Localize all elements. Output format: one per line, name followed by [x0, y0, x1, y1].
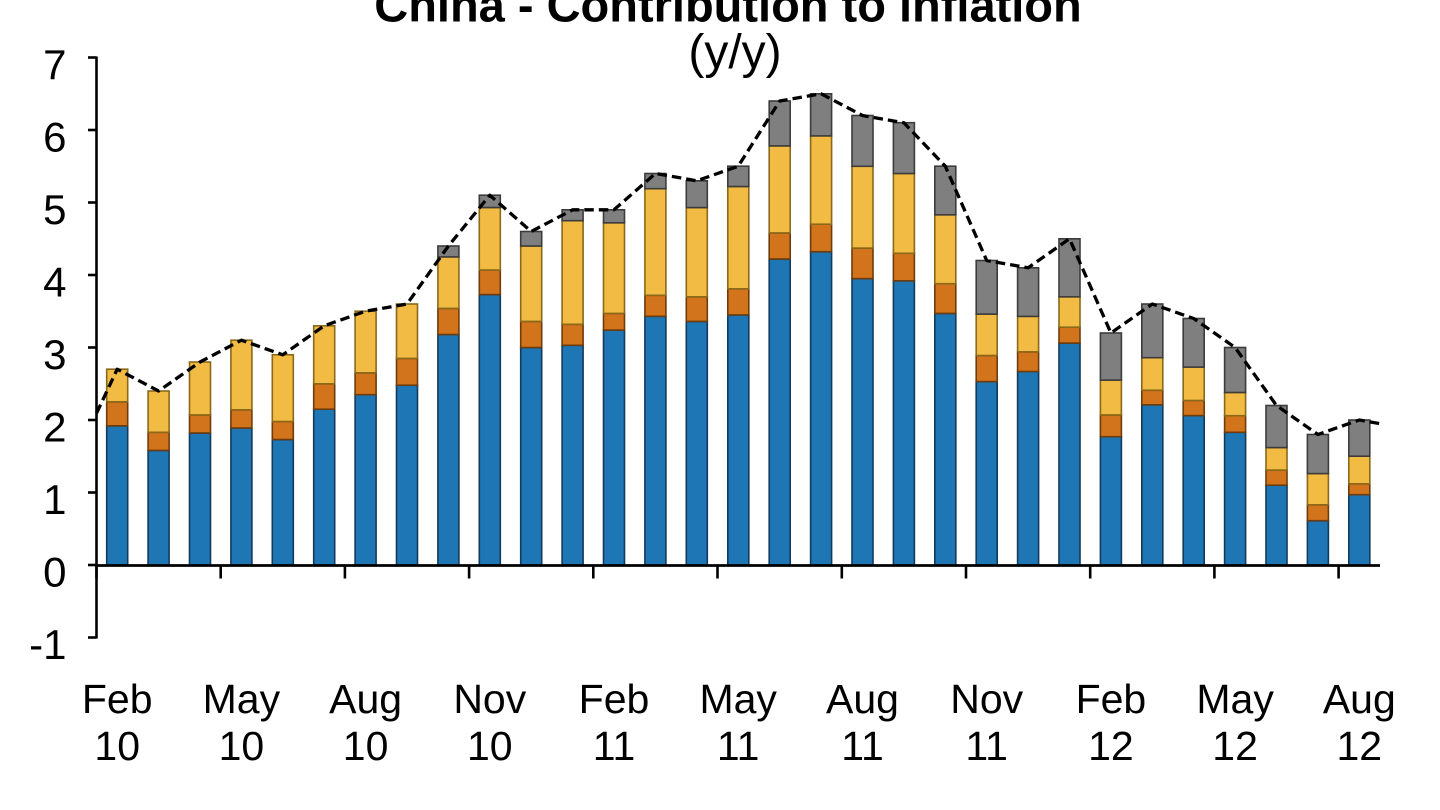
svg-text:6: 6	[43, 114, 66, 161]
svg-text:Nov: Nov	[950, 676, 1023, 722]
svg-text:China - Contribution to inflat: China - Contribution to inflation	[374, 0, 1081, 32]
svg-text:11: 11	[717, 723, 760, 769]
svg-text:10: 10	[94, 723, 140, 769]
svg-text:May: May	[699, 676, 777, 722]
svg-text:4: 4	[43, 259, 66, 306]
svg-text:-1: -1	[29, 621, 66, 668]
svg-text:Feb: Feb	[579, 676, 650, 722]
svg-text:Aug: Aug	[826, 676, 899, 722]
svg-text:12: 12	[1212, 723, 1258, 769]
svg-text:May: May	[203, 676, 281, 722]
svg-text:10: 10	[467, 723, 513, 769]
svg-text:11: 11	[841, 723, 884, 769]
svg-text:Aug: Aug	[329, 676, 402, 722]
svg-text:(y/y): (y/y)	[688, 26, 781, 79]
svg-text:Feb: Feb	[82, 676, 153, 722]
svg-text:7: 7	[43, 41, 66, 88]
svg-text:0: 0	[43, 549, 66, 596]
svg-text:11: 11	[965, 723, 1008, 769]
svg-text:11: 11	[593, 723, 636, 769]
svg-text:10: 10	[343, 723, 389, 769]
svg-text:May: May	[1196, 676, 1274, 722]
svg-text:1: 1	[43, 476, 66, 523]
svg-text:Aug: Aug	[1323, 676, 1396, 722]
svg-text:2: 2	[43, 404, 66, 451]
svg-text:Feb: Feb	[1076, 676, 1147, 722]
svg-text:12: 12	[1336, 723, 1382, 769]
svg-text:5: 5	[43, 186, 66, 233]
svg-text:3: 3	[43, 331, 66, 378]
svg-text:Nov: Nov	[453, 676, 526, 722]
svg-text:10: 10	[219, 723, 265, 769]
svg-text:12: 12	[1088, 723, 1134, 769]
